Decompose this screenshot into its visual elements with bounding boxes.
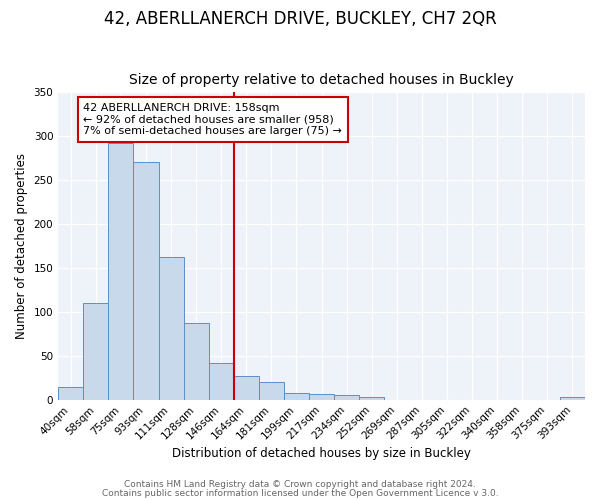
Title: Size of property relative to detached houses in Buckley: Size of property relative to detached ho… [129, 73, 514, 87]
Bar [234, 376, 259, 400]
Bar [133, 162, 158, 400]
Text: Contains HM Land Registry data © Crown copyright and database right 2024.: Contains HM Land Registry data © Crown c… [124, 480, 476, 489]
Text: 42 ABERLLANERCH DRIVE: 158sqm
← 92% of detached houses are smaller (958)
7% of s: 42 ABERLLANERCH DRIVE: 158sqm ← 92% of d… [83, 103, 342, 136]
Bar [184, 324, 209, 400]
Bar [284, 392, 309, 400]
Bar [209, 363, 234, 400]
X-axis label: Distribution of detached houses by size in Buckley: Distribution of detached houses by size … [172, 447, 471, 460]
Bar [158, 256, 184, 400]
Bar [259, 382, 284, 400]
Text: 42, ABERLLANERCH DRIVE, BUCKLEY, CH7 2QR: 42, ABERLLANERCH DRIVE, BUCKLEY, CH7 2QR [104, 10, 496, 28]
Bar [334, 396, 359, 400]
Bar [58, 386, 83, 400]
Bar [109, 144, 133, 400]
Bar [560, 397, 585, 400]
Bar [359, 397, 385, 400]
Text: Contains public sector information licensed under the Open Government Licence v : Contains public sector information licen… [101, 489, 499, 498]
Bar [309, 394, 334, 400]
Bar [83, 303, 109, 400]
Y-axis label: Number of detached properties: Number of detached properties [15, 153, 28, 339]
